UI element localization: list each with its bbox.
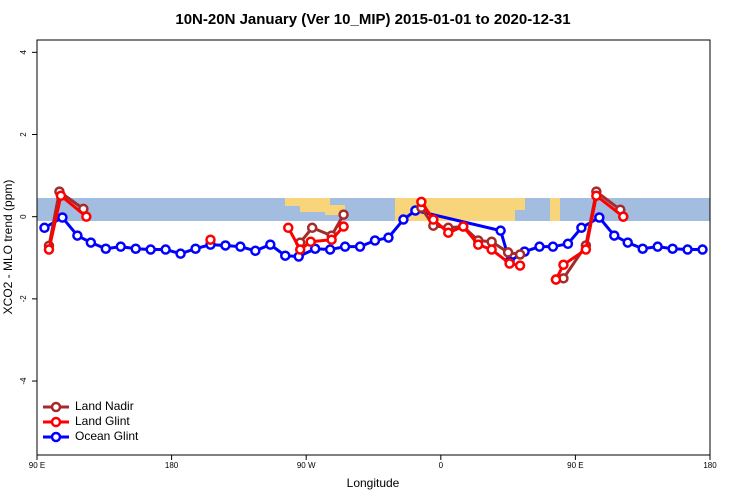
point xyxy=(428,214,439,225)
legend-marker xyxy=(50,401,62,413)
y-tick-label: 4 xyxy=(19,50,28,55)
point xyxy=(130,243,141,254)
point xyxy=(594,212,605,223)
point xyxy=(72,230,83,241)
point xyxy=(338,209,349,220)
point xyxy=(652,241,663,252)
point xyxy=(457,221,469,232)
point xyxy=(591,190,602,201)
point xyxy=(57,212,68,223)
point xyxy=(100,243,112,254)
point xyxy=(682,244,693,255)
x-tick-label: 90 E xyxy=(29,461,45,470)
point xyxy=(55,190,67,201)
point xyxy=(514,260,526,271)
point xyxy=(115,241,127,252)
point xyxy=(637,243,648,254)
point xyxy=(235,241,246,252)
point xyxy=(514,249,526,260)
point xyxy=(175,248,186,259)
point xyxy=(250,245,261,257)
x-tick-label: 90 E xyxy=(567,461,583,470)
point xyxy=(416,196,427,208)
x-tick-label: 180 xyxy=(165,461,179,470)
point xyxy=(495,225,506,236)
point xyxy=(190,243,201,254)
point xyxy=(220,240,231,251)
y-tick-label: 2 xyxy=(19,132,28,137)
x-tick-label: 180 xyxy=(703,461,717,470)
point xyxy=(205,234,216,245)
y-tick-label: -2 xyxy=(19,295,28,303)
point xyxy=(305,236,316,247)
point xyxy=(306,222,318,234)
point xyxy=(562,238,574,250)
point xyxy=(576,222,587,234)
point xyxy=(486,244,497,255)
point xyxy=(622,237,633,248)
point xyxy=(550,274,562,285)
series xyxy=(39,205,708,267)
y-axis-label: XCO2 - MLO trend (ppm) xyxy=(1,180,15,315)
point xyxy=(504,258,515,269)
legend-marker xyxy=(50,431,62,443)
point xyxy=(338,221,349,232)
point xyxy=(354,241,366,252)
point xyxy=(324,244,336,255)
point xyxy=(580,244,592,255)
point xyxy=(339,241,351,252)
point xyxy=(160,244,171,255)
point xyxy=(697,244,708,255)
point xyxy=(443,227,454,238)
x-axis-label: Longitude xyxy=(347,476,400,490)
point xyxy=(43,244,55,255)
point xyxy=(398,214,409,225)
point xyxy=(558,259,569,271)
point xyxy=(326,234,337,245)
point xyxy=(383,232,394,243)
x-tick-label: 90 W xyxy=(297,461,316,470)
point xyxy=(39,222,50,234)
chart-title: 10N-20N January (Ver 10_MIP) 2015-01-01 … xyxy=(175,11,570,28)
point xyxy=(309,243,321,254)
point xyxy=(618,211,629,222)
y-tick-label: -4 xyxy=(19,377,28,385)
point xyxy=(265,239,276,250)
legend-label: Land Glint xyxy=(75,414,130,428)
y-tick-label: 0 xyxy=(19,214,28,219)
point xyxy=(534,241,545,252)
point xyxy=(294,244,306,255)
point xyxy=(369,235,381,246)
point xyxy=(280,250,291,261)
x-tick-label: 0 xyxy=(439,461,444,470)
point xyxy=(502,247,514,258)
point xyxy=(81,211,92,222)
legend-label: Ocean Glint xyxy=(75,429,139,443)
legend-label: Land Nadir xyxy=(75,399,134,413)
series xyxy=(43,190,629,285)
point xyxy=(283,222,294,234)
point xyxy=(145,244,156,255)
plot-frame xyxy=(36,39,711,456)
point xyxy=(609,230,620,241)
point xyxy=(547,241,559,252)
legend-marker xyxy=(50,416,62,428)
point xyxy=(472,239,484,250)
point xyxy=(85,237,97,248)
point xyxy=(667,243,678,254)
